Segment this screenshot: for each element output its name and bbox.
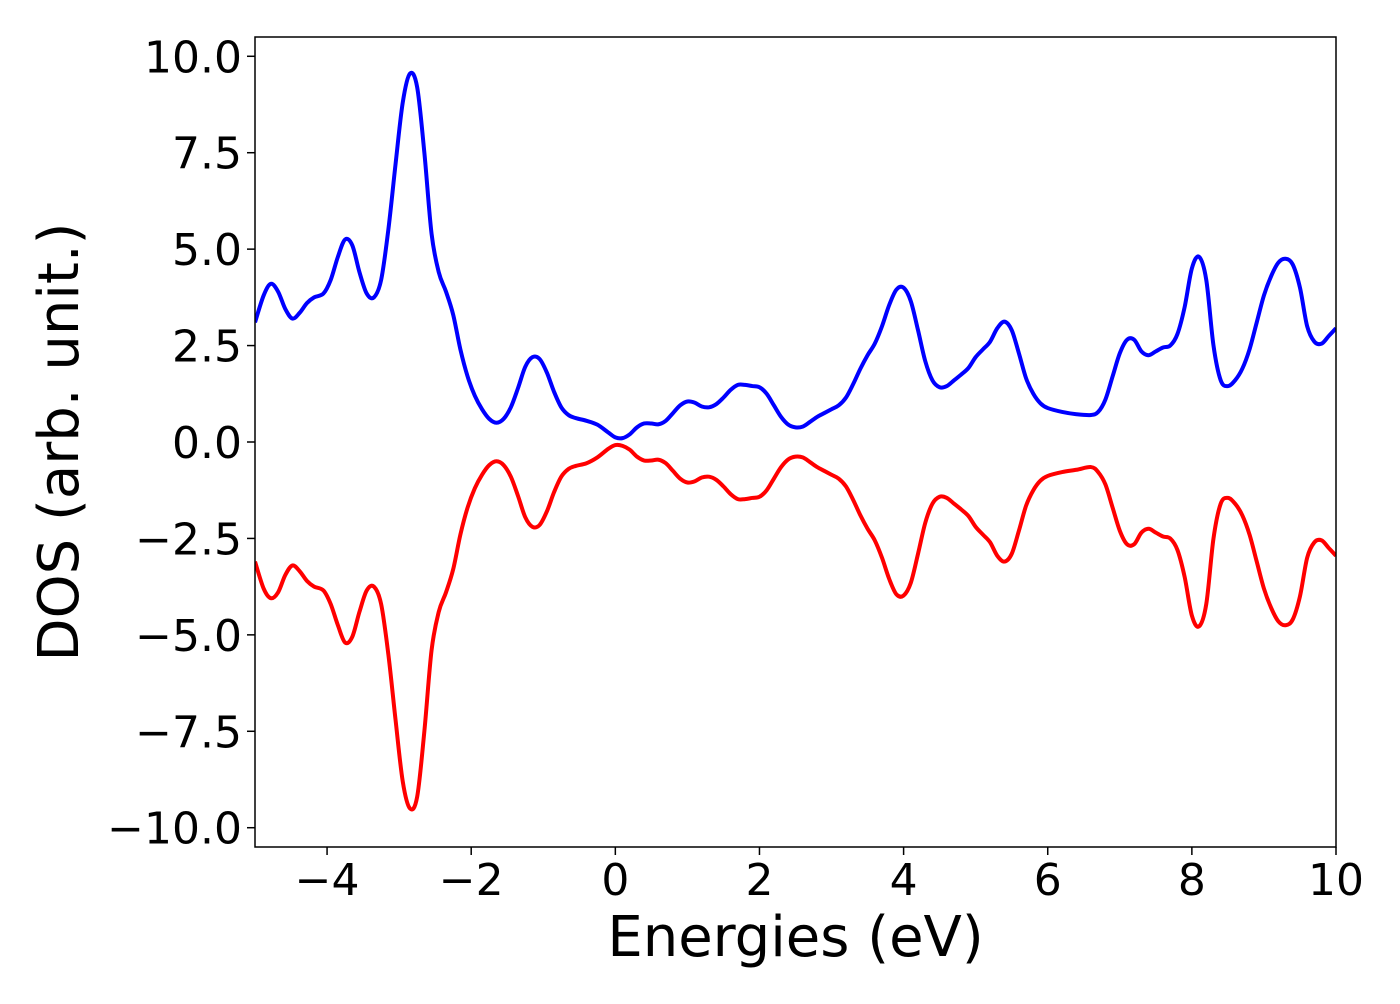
- y-tick-label: −7.5: [135, 707, 242, 758]
- y-tick-label: 5.0: [172, 225, 242, 276]
- x-tick-label: 10: [1308, 855, 1364, 906]
- y-tick-label: −10.0: [107, 804, 242, 855]
- x-tick-label: 2: [745, 855, 773, 906]
- y-tick-label: −5.0: [135, 611, 242, 662]
- x-tick-label: −2: [439, 855, 504, 906]
- plot-area: [255, 70, 1336, 812]
- x-tick-label: 8: [1178, 855, 1206, 906]
- plot-frame: [254, 36, 1337, 848]
- y-tick-label: 2.5: [172, 322, 242, 373]
- x-tick-label: 6: [1034, 855, 1062, 906]
- series-line-2: [255, 442, 1336, 812]
- x-axis-title: Energies (eV): [607, 905, 983, 970]
- y-axis-title: DOS (arb. unit.): [27, 222, 92, 661]
- x-tick-label: 0: [601, 855, 629, 906]
- y-axis-ticks: 10.0 7.5 5.0 2.5 0.0 −2.5 −5.0 −7.5 −10.0: [107, 32, 255, 855]
- y-tick-label: −2.5: [135, 514, 242, 565]
- x-tick-label: −4: [295, 855, 360, 906]
- series-line-1: [255, 70, 1336, 441]
- y-tick-label: 0.0: [172, 418, 242, 469]
- x-axis-ticks: −4 −2 0 2 4 6 8 10: [295, 847, 1364, 906]
- y-tick-label: 10.0: [144, 32, 242, 83]
- x-tick-label: 4: [890, 855, 918, 906]
- y-tick-label: 7.5: [172, 129, 242, 180]
